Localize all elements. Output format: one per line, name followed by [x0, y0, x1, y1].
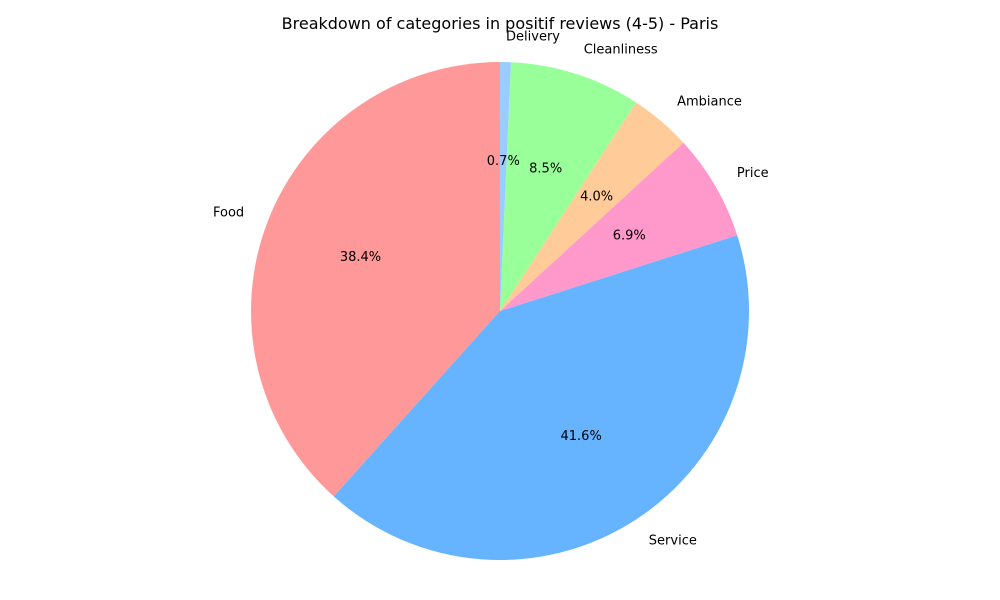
percent-label-price: 6.9%: [613, 229, 646, 244]
category-label-cleanliness: Cleanliness: [584, 43, 658, 58]
category-label-food: Food: [213, 206, 244, 221]
percent-label-cleanliness: 8.5%: [529, 161, 562, 176]
pie-slice-food: [251, 62, 500, 497]
chart-title: Breakdown of categories in positif revie…: [281, 14, 719, 33]
pie-slices: [251, 62, 749, 560]
category-label-delivery: Delivery: [506, 30, 560, 45]
pie-slice-service: [333, 235, 749, 560]
pie-slice-cleanliness: [500, 62, 636, 311]
percent-label-service: 41.6%: [561, 429, 602, 444]
pie-slice-ambiance: [500, 102, 684, 311]
category-label-ambiance: Ambiance: [677, 95, 742, 110]
category-label-price: Price: [737, 166, 769, 181]
category-label-service: Service: [649, 533, 697, 548]
pie-labels: Food 38.4% Service 41.6% Price 6.9% Ambiance 4.…: [213, 30, 769, 549]
pie-slice-price: [500, 142, 738, 311]
percent-label-ambiance: 4.0%: [580, 190, 613, 205]
pie-slice-delivery: [500, 62, 511, 311]
percent-label-delivery: 0.7%: [487, 154, 520, 169]
percent-label-food: 38.4%: [340, 250, 381, 265]
